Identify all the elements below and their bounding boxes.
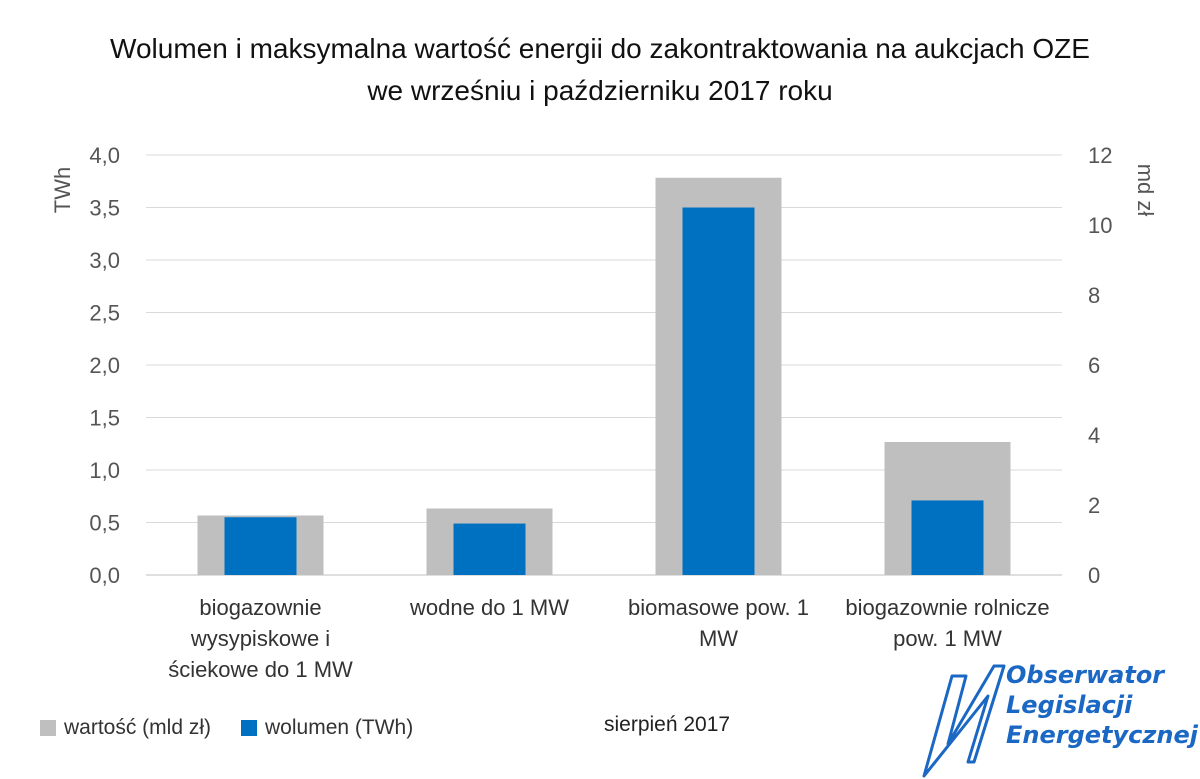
y-left-tick-label: 4,0 — [89, 143, 120, 168]
logo-text: Obserwator Legislacji Energetycznej — [1006, 660, 1198, 750]
y-left-axis-label: TWh — [50, 167, 75, 213]
logo-line-3: Energetycznej — [1006, 721, 1198, 749]
bar-volume — [682, 207, 755, 575]
y-left-tick-label: 1,0 — [89, 458, 120, 483]
x-tick-label: biomasowe pow. 1 MW — [604, 592, 834, 654]
legend-item-value: wartość (mld zł) — [40, 716, 211, 740]
chart-legend: wartość (mld zł) wolumen (TWh) — [40, 716, 443, 740]
bar-volume — [453, 523, 526, 575]
legend-label-value: wartość (mld zł) — [64, 716, 212, 739]
y-left-tick-label: 0,0 — [89, 563, 120, 588]
y-left-tick-label: 0,5 — [89, 511, 120, 536]
x-tick-label-line: biogazownie rolnicze — [845, 595, 1050, 620]
x-tick-label-line: pow. 1 MW — [893, 626, 1002, 651]
logo-line-2: Legislacji — [1006, 691, 1133, 719]
x-tick-label-line: biomasowe pow. 1 — [628, 595, 809, 620]
legend-swatch-volume — [241, 720, 258, 736]
y-right-tick-label: 10 — [1088, 213, 1112, 238]
x-tick-label: biogazownie rolnicze pow. 1 MW — [833, 592, 1063, 654]
legend-label-volume: wolumen (TWh) — [265, 716, 414, 739]
y-right-tick-label: 2 — [1088, 493, 1100, 518]
lightning-logo-icon — [922, 664, 1006, 778]
y-left-tick-label: 3,0 — [89, 248, 120, 273]
legend-swatch-value — [40, 720, 56, 736]
y-right-axis-label: md zł — [1133, 164, 1158, 217]
y-left-tick-label: 2,0 — [89, 353, 120, 378]
y-right-tick-label: 12 — [1088, 143, 1112, 168]
chart-title-line-2: we wrześniu i październiku 2017 roku — [367, 75, 833, 106]
y-left-tick-label: 2,5 — [89, 301, 120, 326]
y-left-tick-label: 1,5 — [89, 406, 120, 431]
logo-line-1: Obserwator — [1006, 661, 1165, 689]
chart-title-line-1: Wolumen i maksymalna wartość energii do … — [110, 33, 1090, 64]
y-right-tick-label: 0 — [1088, 563, 1100, 588]
bar-volume — [911, 500, 984, 575]
chart-title: Wolumen i maksymalna wartość energii do … — [0, 28, 1200, 112]
y-right-tick-label: 8 — [1088, 283, 1100, 308]
x-tick-label-line: ściekowe do 1 MW — [168, 657, 353, 682]
x-tick-label: biogazownie wysypiskowe i ściekowe do 1 MW — [146, 592, 376, 685]
y-right-tick-label: 4 — [1088, 423, 1100, 448]
legend-item-volume: wolumen (TWh) — [241, 716, 413, 740]
date-note: sierpień 2017 — [604, 713, 731, 736]
x-tick-label-line: wysypiskowe i — [190, 626, 331, 651]
y-right-tick-label: 6 — [1088, 353, 1100, 378]
bar-volume — [224, 517, 297, 575]
x-tick-label: wodne do 1 MW — [375, 592, 605, 623]
y-left-tick-label: 3,5 — [89, 196, 120, 221]
x-tick-label-line: MW — [698, 626, 739, 651]
x-tick-label-line: wodne do 1 MW — [410, 595, 569, 620]
x-tick-label-line: biogazownie — [199, 595, 322, 620]
